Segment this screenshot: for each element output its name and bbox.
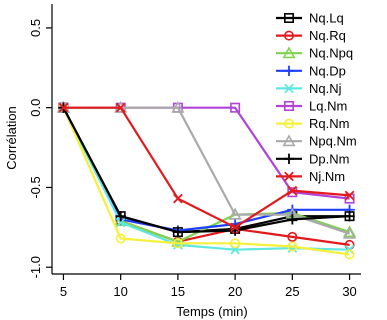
legend-marker-nq-npq	[282, 46, 296, 59]
data-point-nj-nm	[58, 102, 69, 113]
data-point-rq-nm	[230, 238, 241, 249]
legend-marker-nq-lq	[283, 13, 294, 23]
legend-label-nj-nm: Nj.Nm	[309, 169, 345, 184]
legend-label-nq-rq: Nq.Rq	[309, 28, 346, 43]
series-line-rq-nm	[62, 107, 350, 256]
y-axis: 0.5 0.0 -0.5 -1.0	[28, 19, 52, 278]
legend-label-dp-nm: Dp.Nm	[309, 151, 349, 166]
legend-label-nq-lq: Nq.Lq	[309, 11, 344, 26]
x-tick-label: 15	[171, 284, 185, 299]
legend-label-nq-npq: Nq.Npq	[309, 46, 353, 61]
series-line-npq-nm	[63, 106, 350, 235]
legend-marker-nq-rq	[283, 30, 294, 41]
plot-frame	[51, 4, 361, 275]
x-tick-label: 25	[285, 284, 299, 299]
legend-marker-rq-nm	[283, 118, 294, 129]
series-layer	[56, 100, 357, 260]
x-axis: 5 10 15 20 25 30	[60, 274, 357, 299]
legend-item-nq-rq: Nq.Rq	[276, 28, 346, 43]
legend-label-nq-dp: Nq.Dp	[309, 63, 346, 78]
legend-item-nq-nj: Nq.Nj	[276, 81, 342, 96]
x-tick-label: 5	[60, 284, 67, 299]
data-point-dp-nm	[344, 210, 355, 222]
legend-item-lq-nm: Lq.Nm	[276, 99, 347, 114]
legend-marker-nj-nm	[284, 171, 294, 182]
legend-label-lq-nm: Lq.Nm	[309, 99, 347, 114]
legend-item-nj-nm: Nj.Nm	[276, 169, 345, 184]
legend-label-rq-nm: Rq.Nm	[309, 116, 349, 131]
legend-marker-nq-dp	[283, 65, 295, 76]
data-point-nj-nm	[344, 190, 355, 201]
series-line-nq-rq	[62, 107, 350, 246]
y-tick-label: -1.0	[28, 256, 43, 278]
series-line-nq-npq	[62, 107, 350, 243]
x-tick-label: 10	[113, 284, 127, 299]
legend-item-nq-lq: Nq.Lq	[276, 11, 344, 26]
legend-item-nq-npq: Nq.Npq	[276, 46, 353, 61]
series-nj-nm	[58, 102, 355, 233]
legend: Nq.Lq Nq.Rq Nq.Npq Nq.Dp Nq.Nj Lq.Nm Rq.Nm Npq.…	[276, 11, 357, 184]
legend-label-npq-nm: Npq.Nm	[309, 134, 357, 149]
data-point-rq-nm	[344, 249, 355, 260]
data-point-npq-nm	[342, 226, 357, 239]
series-line-dp-nm	[62, 107, 350, 234]
legend-item-nq-dp: Nq.Dp	[276, 63, 346, 78]
legend-marker-nq-nj	[284, 83, 294, 94]
y-tick-label: 0.0	[28, 99, 43, 117]
y-axis-title: Corrélation	[4, 106, 19, 170]
legend-item-dp-nm: Dp.Nm	[276, 151, 349, 166]
data-point-rq-nm	[287, 241, 298, 252]
data-point-npq-nm	[228, 207, 242, 220]
data-point-rq-nm	[115, 233, 126, 244]
series-line-nq-dp	[62, 107, 350, 232]
legend-label-nq-nj: Nq.Nj	[309, 81, 342, 96]
data-point-nq-nj	[115, 217, 126, 228]
legend-item-rq-nm: Rq.Nm	[276, 116, 349, 131]
y-tick-label: 0.5	[28, 19, 43, 37]
data-point-nj-nm	[115, 102, 126, 113]
legend-item-npq-nm: Npq.Nm	[276, 134, 357, 149]
legend-marker-npq-nm	[282, 134, 296, 147]
data-point-rq-nm	[172, 238, 183, 249]
data-point-dp-nm	[172, 226, 184, 238]
data-point-dp-nm	[287, 214, 298, 225]
legend-marker-dp-nm	[283, 153, 295, 164]
series-line-nj-nm	[63, 106, 350, 229]
legend-marker-lq-nm	[283, 101, 294, 112]
x-tick-label: 20	[228, 284, 242, 299]
x-tick-label: 30	[342, 284, 356, 299]
data-point-nj-nm	[230, 222, 240, 233]
series-line-lq-nm	[63, 106, 350, 200]
data-point-npq-nm	[171, 100, 185, 113]
y-tick-label: -0.5	[28, 176, 43, 198]
data-point-nj-nm	[287, 185, 298, 196]
data-point-nj-nm	[173, 193, 183, 204]
data-point-nq-rq	[287, 231, 298, 242]
x-axis-title: Temps (min)	[176, 304, 248, 319]
data-point-dp-nm	[115, 210, 126, 222]
series-dp-nm	[58, 102, 355, 238]
data-point-lq-nm	[230, 102, 241, 113]
